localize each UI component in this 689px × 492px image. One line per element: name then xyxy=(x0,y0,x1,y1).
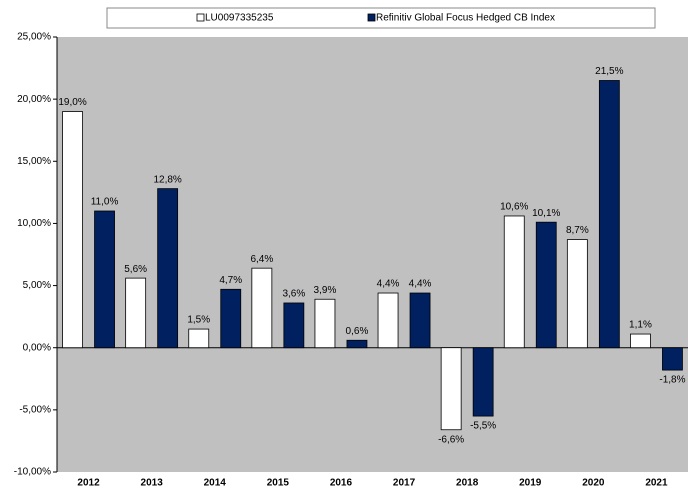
x-tick-label: 2018 xyxy=(456,478,479,489)
y-tick-label: -5,00% xyxy=(19,404,51,415)
value-label: 1,1% xyxy=(629,320,652,331)
legend-label: Refinitiv Global Focus Hedged CB Index xyxy=(376,13,555,24)
bar xyxy=(535,221,557,349)
value-label: 3,6% xyxy=(282,289,305,300)
bar xyxy=(630,333,651,349)
bar xyxy=(314,298,336,349)
value-label: -5,5% xyxy=(470,421,496,432)
value-label: 1,5% xyxy=(187,315,210,326)
value-label: 11,0% xyxy=(91,197,119,208)
value-label: 10,6% xyxy=(500,202,528,213)
bar xyxy=(251,267,273,349)
y-tick-label: 20,00% xyxy=(17,94,51,105)
bar xyxy=(188,328,210,349)
plot-area xyxy=(57,37,688,472)
value-label: 10,1% xyxy=(532,208,560,219)
bar xyxy=(662,347,683,371)
bar xyxy=(346,339,368,349)
value-label: 0,6% xyxy=(346,326,369,337)
bar xyxy=(62,111,83,349)
bar xyxy=(472,347,494,417)
bar xyxy=(409,292,431,349)
legend-box xyxy=(106,7,656,29)
bar xyxy=(440,347,462,431)
value-label: 3,9% xyxy=(314,285,337,296)
legend-swatch xyxy=(196,13,205,22)
x-tick-label: 2021 xyxy=(645,478,668,489)
x-tick-label: 2013 xyxy=(141,478,164,489)
bar xyxy=(94,210,115,349)
bar xyxy=(220,288,242,349)
y-tick-label: 25,00% xyxy=(17,32,51,43)
value-label: 12,8% xyxy=(153,174,181,185)
legend-swatch xyxy=(367,13,376,22)
y-tick-label: 10,00% xyxy=(17,218,51,229)
bar xyxy=(157,188,179,349)
x-tick-label: 2014 xyxy=(204,478,227,489)
x-tick-label: 2019 xyxy=(519,478,542,489)
bar xyxy=(598,80,620,349)
bar xyxy=(503,215,525,349)
value-label: -6,6% xyxy=(438,434,464,445)
x-tick-label: 2016 xyxy=(330,478,353,489)
value-label: 8,7% xyxy=(566,225,589,236)
value-label: 4,4% xyxy=(377,279,400,290)
bar xyxy=(377,292,399,349)
value-label: 5,6% xyxy=(124,264,147,275)
bar xyxy=(283,302,305,349)
x-tick-label: 2015 xyxy=(267,478,290,489)
y-tick-label: 5,00% xyxy=(23,280,51,291)
bar xyxy=(125,277,147,349)
legend-label: LU0097335235 xyxy=(205,13,274,24)
value-label: -1,8% xyxy=(659,375,685,386)
value-label: 6,4% xyxy=(250,254,273,265)
x-tick-label: 2012 xyxy=(77,478,100,489)
y-tick-label: -10,00% xyxy=(14,467,51,478)
value-label: 19,0% xyxy=(58,97,86,108)
x-tick-label: 2020 xyxy=(582,478,605,489)
x-tick-label: 2017 xyxy=(393,478,416,489)
y-tick-label: 15,00% xyxy=(17,156,51,167)
bar xyxy=(566,239,588,349)
value-label: 4,7% xyxy=(219,275,242,286)
y-tick-label: 0,00% xyxy=(23,342,51,353)
value-label: 4,4% xyxy=(409,279,432,290)
value-label: 21,5% xyxy=(595,66,623,77)
